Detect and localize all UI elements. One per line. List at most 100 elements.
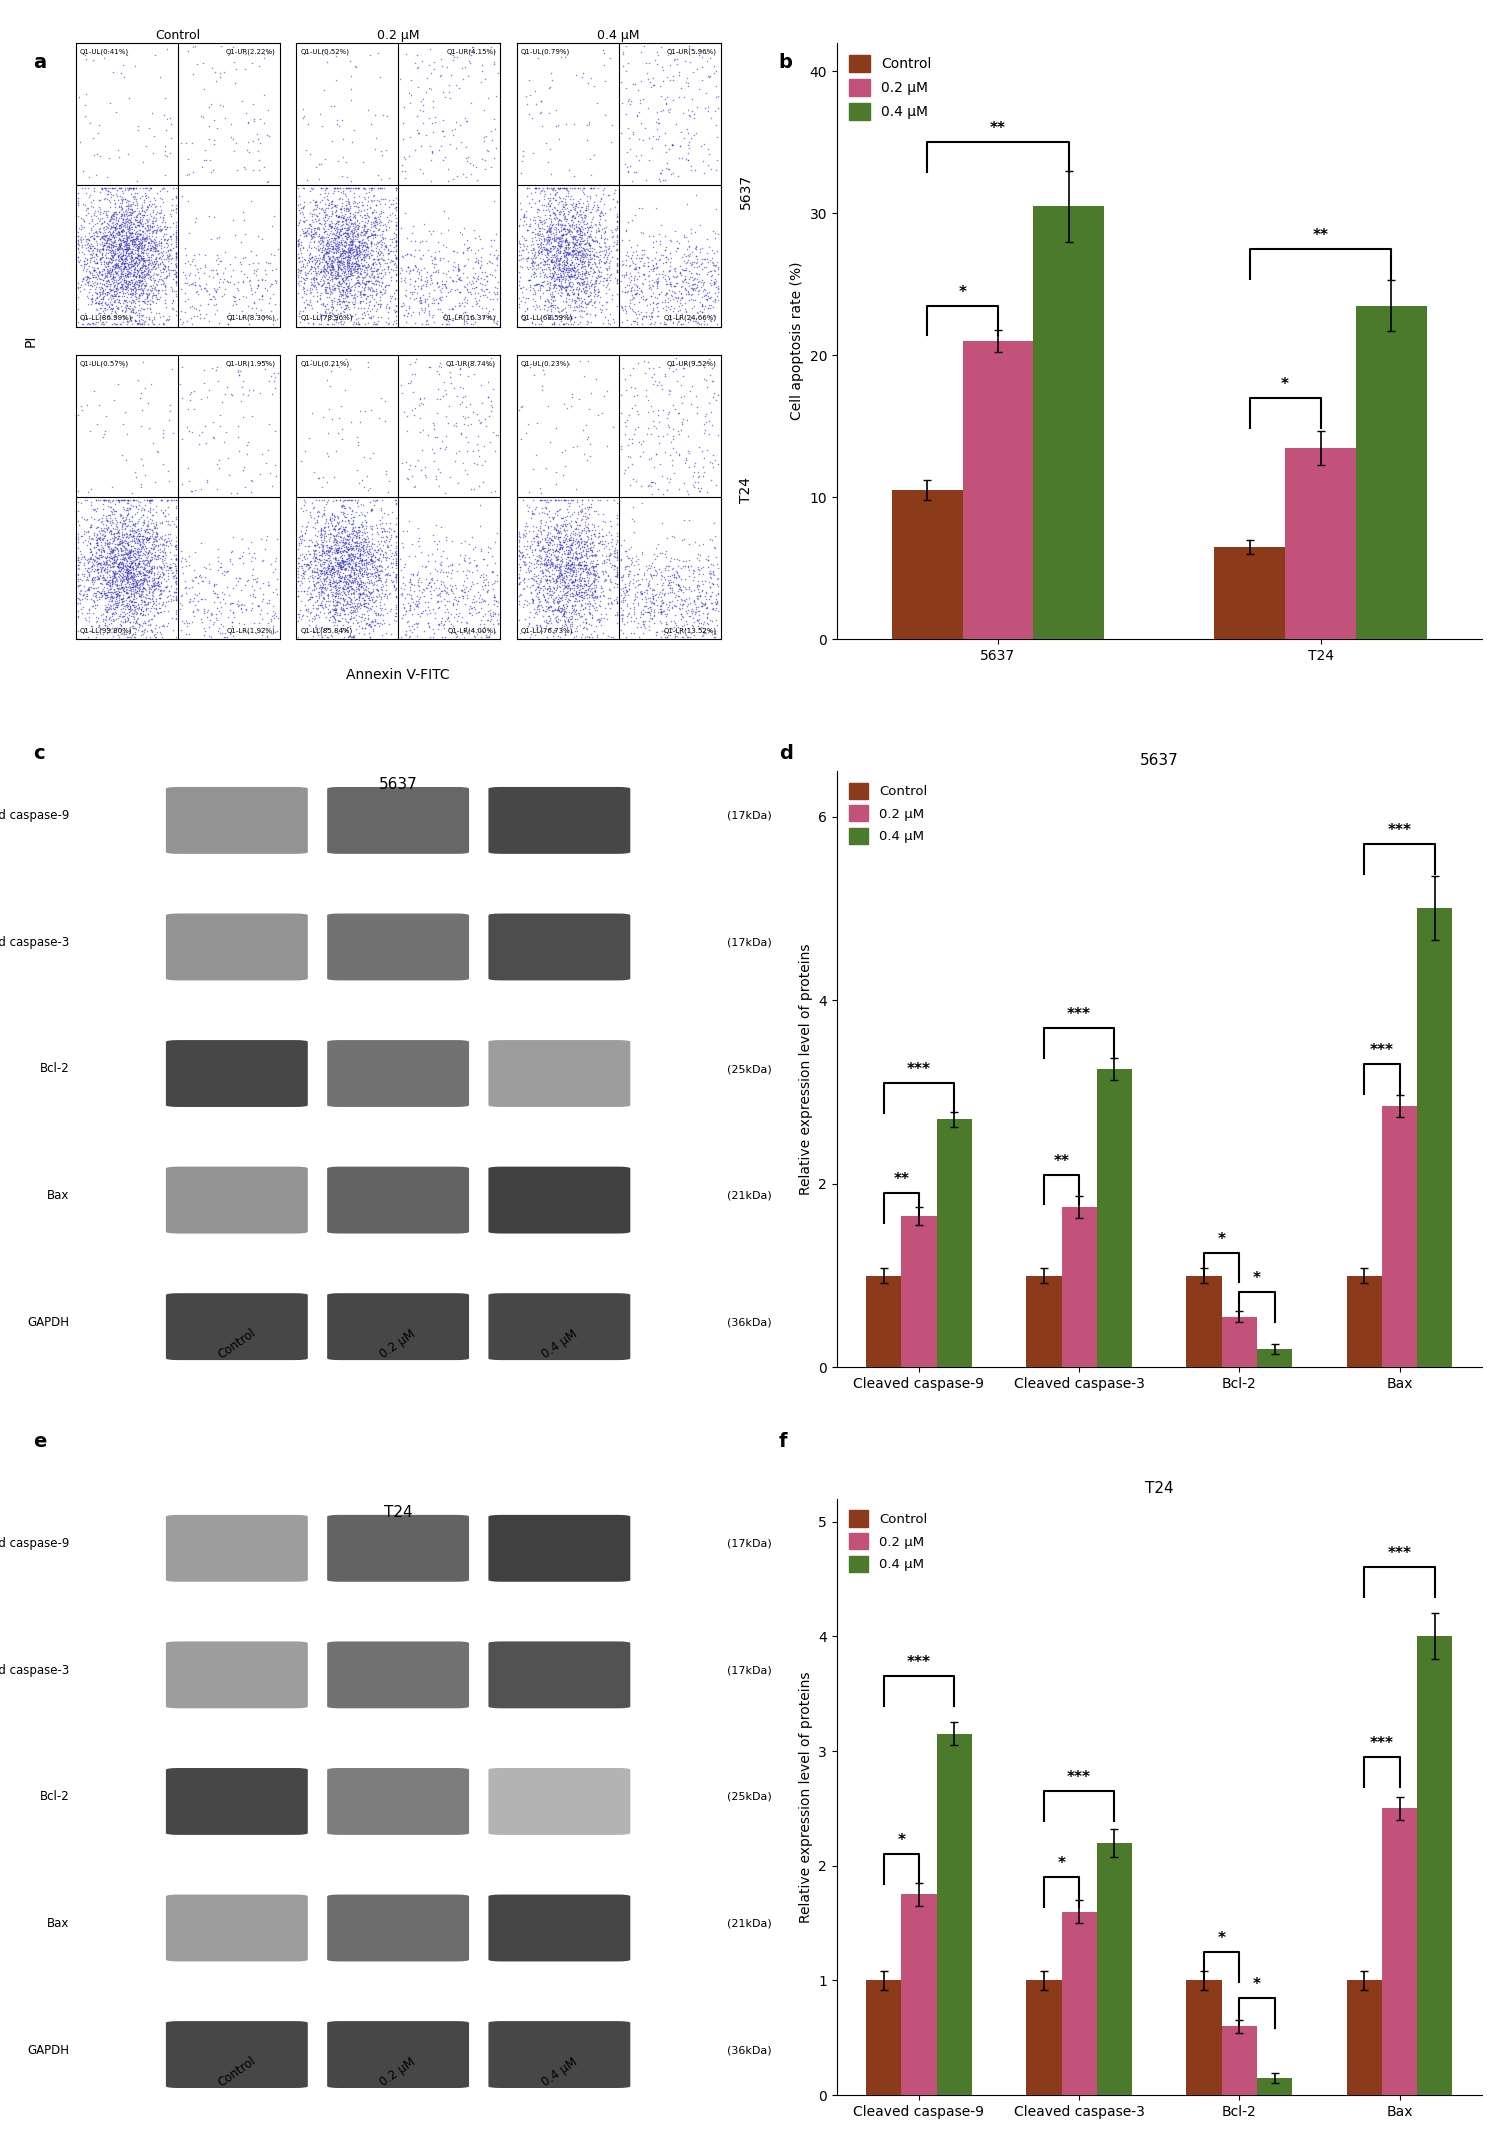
Point xyxy=(95,250,119,284)
Point xyxy=(314,466,339,500)
Point xyxy=(605,584,629,618)
Point xyxy=(520,560,544,594)
Point xyxy=(345,520,369,554)
Point xyxy=(537,214,561,248)
Point xyxy=(538,289,562,323)
Point xyxy=(330,237,354,272)
Point xyxy=(95,564,119,599)
FancyBboxPatch shape xyxy=(166,1516,308,1582)
Point xyxy=(696,276,720,310)
Point xyxy=(585,534,609,569)
Point xyxy=(407,400,431,434)
Point xyxy=(334,509,358,543)
Point xyxy=(340,571,364,605)
Point xyxy=(650,162,674,197)
Point xyxy=(169,579,194,614)
Point xyxy=(106,483,130,517)
Point xyxy=(567,216,591,250)
Point xyxy=(299,214,324,248)
Point xyxy=(384,233,408,267)
Point xyxy=(186,276,210,310)
Point xyxy=(454,378,478,413)
Point xyxy=(319,261,343,295)
Point xyxy=(154,242,178,276)
Point xyxy=(552,212,576,246)
Point xyxy=(565,278,590,312)
Point xyxy=(662,252,686,286)
Point xyxy=(691,597,715,631)
Point xyxy=(689,62,714,96)
Point xyxy=(540,500,564,534)
Point xyxy=(107,597,132,631)
Point xyxy=(307,575,331,609)
Point xyxy=(429,282,454,316)
Point xyxy=(567,212,591,246)
Point xyxy=(70,597,94,631)
Point xyxy=(363,218,387,252)
Point xyxy=(466,246,490,280)
Point xyxy=(150,261,174,295)
Point xyxy=(310,269,334,304)
Point xyxy=(138,207,162,242)
Point xyxy=(136,229,160,263)
Point xyxy=(236,378,260,413)
Point xyxy=(366,212,390,246)
Point xyxy=(472,430,496,464)
Point xyxy=(127,259,151,293)
Point xyxy=(638,597,662,631)
Point xyxy=(375,246,399,280)
Point xyxy=(221,547,245,582)
Point xyxy=(629,139,653,173)
Point xyxy=(552,524,576,558)
Point xyxy=(381,541,405,575)
Point xyxy=(569,171,593,205)
Point xyxy=(98,259,122,293)
Point xyxy=(101,539,125,573)
Point xyxy=(213,100,237,135)
Point xyxy=(484,252,508,286)
Point xyxy=(514,212,538,246)
Point xyxy=(576,567,600,601)
Point xyxy=(321,552,345,586)
Point xyxy=(304,184,328,218)
Point xyxy=(575,573,599,607)
Point xyxy=(694,590,718,624)
Point xyxy=(253,353,277,387)
Point xyxy=(588,265,612,299)
Point xyxy=(290,269,314,304)
Point xyxy=(319,274,343,308)
Point xyxy=(366,543,390,577)
Point xyxy=(319,252,343,286)
Point xyxy=(384,526,408,560)
Point xyxy=(125,567,150,601)
Point xyxy=(346,569,370,603)
Point xyxy=(97,207,121,242)
Point xyxy=(304,579,328,614)
Point xyxy=(537,575,561,609)
Point xyxy=(227,282,251,316)
Point xyxy=(327,214,351,248)
Point xyxy=(339,567,363,601)
Point xyxy=(575,524,599,558)
Text: Q1-LR(16.37%): Q1-LR(16.37%) xyxy=(443,314,496,321)
Point xyxy=(395,577,419,611)
Point xyxy=(526,233,550,267)
Point xyxy=(380,195,404,229)
Point xyxy=(602,182,626,216)
Point xyxy=(91,216,115,250)
Point xyxy=(311,229,336,263)
Point xyxy=(343,301,367,336)
Point xyxy=(373,573,398,607)
Point xyxy=(313,289,337,323)
Point xyxy=(119,571,144,605)
Point xyxy=(133,269,157,304)
Point xyxy=(553,569,578,603)
Point xyxy=(138,511,162,545)
Point xyxy=(376,308,401,342)
Point xyxy=(569,250,593,284)
Point xyxy=(132,257,156,291)
Point xyxy=(534,222,558,257)
Point xyxy=(79,487,103,522)
Point xyxy=(206,554,230,588)
Point xyxy=(345,186,369,220)
